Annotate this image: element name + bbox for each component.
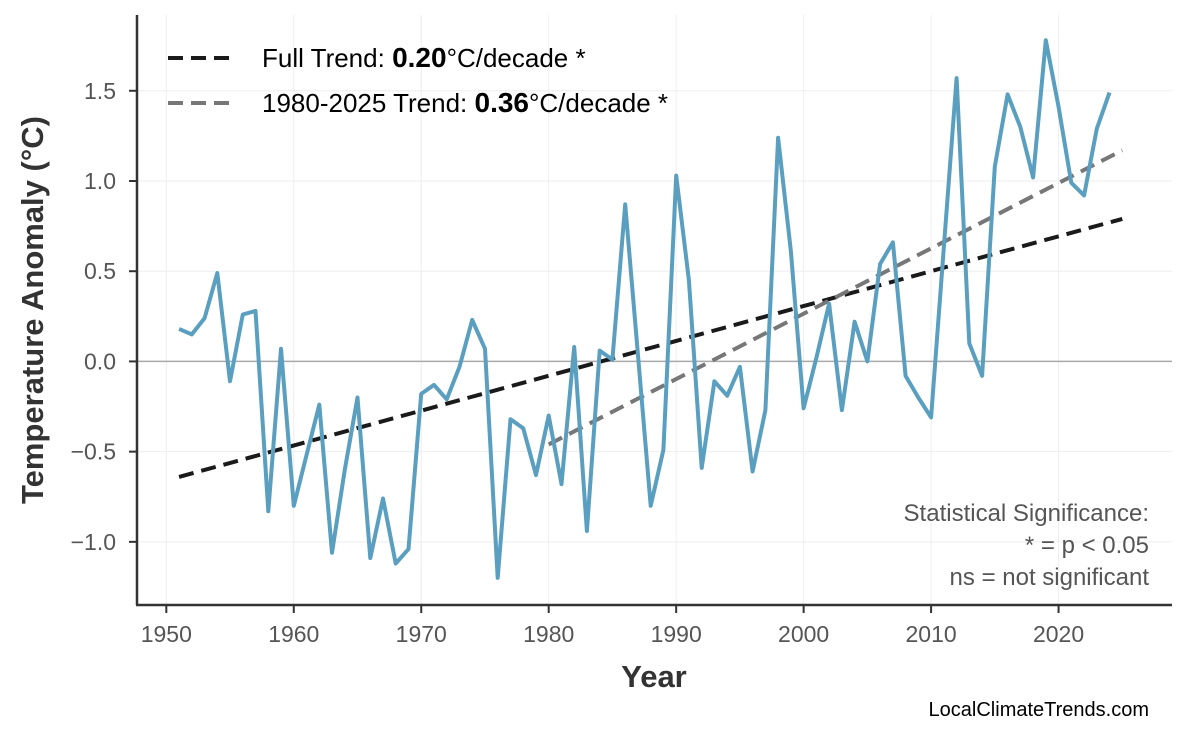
x-tick-label: 1980: [523, 621, 574, 647]
y-axis-label: Temperature Anomaly (°C): [15, 116, 50, 504]
x-tick-label: 1950: [141, 621, 192, 647]
legend: Full Trend: 0.20°C/decade * 1980-2025 Tre…: [168, 42, 668, 118]
x-tick-label: 1990: [651, 621, 702, 647]
x-tick-label: 2020: [1033, 621, 1084, 647]
annotation-line: Statistical Significance:: [904, 500, 1149, 527]
x-tick-label: 2000: [778, 621, 829, 647]
annotation-line: ns = not significant: [950, 564, 1150, 591]
legend-label: Full Trend: 0.20°C/decade *: [262, 42, 586, 73]
legend-label: 1980-2025 Trend: 0.36°C/decade *: [262, 87, 668, 118]
x-tick-label: 1960: [268, 621, 319, 647]
y-tick-label: 1.0: [84, 168, 116, 194]
significance-annotation: Statistical Significance: * = p < 0.05 ns …: [904, 500, 1150, 591]
annotation-line: * = p < 0.05: [1025, 532, 1149, 559]
y-tick-label: 0.0: [84, 348, 116, 374]
anomaly-series-line: [179, 40, 1109, 578]
y-tick-label: 1.5: [84, 78, 116, 104]
y-tick-label: 0.5: [84, 258, 116, 284]
y-ticks: −1.0 −0.5 0.0 0.5 1.0 1.5: [71, 78, 137, 555]
series: [179, 40, 1110, 578]
y-tick-label: −1.0: [71, 529, 116, 555]
watermark: LocalClimateTrends.com: [929, 699, 1149, 721]
x-tick-label: 2010: [906, 621, 957, 647]
x-ticks: 1950 1960 1970 1980 1990 2000 2010 2020: [141, 605, 1084, 647]
y-tick-label: −0.5: [71, 439, 116, 465]
x-tick-label: 1970: [396, 621, 447, 647]
x-axis-label: Year: [621, 659, 687, 694]
